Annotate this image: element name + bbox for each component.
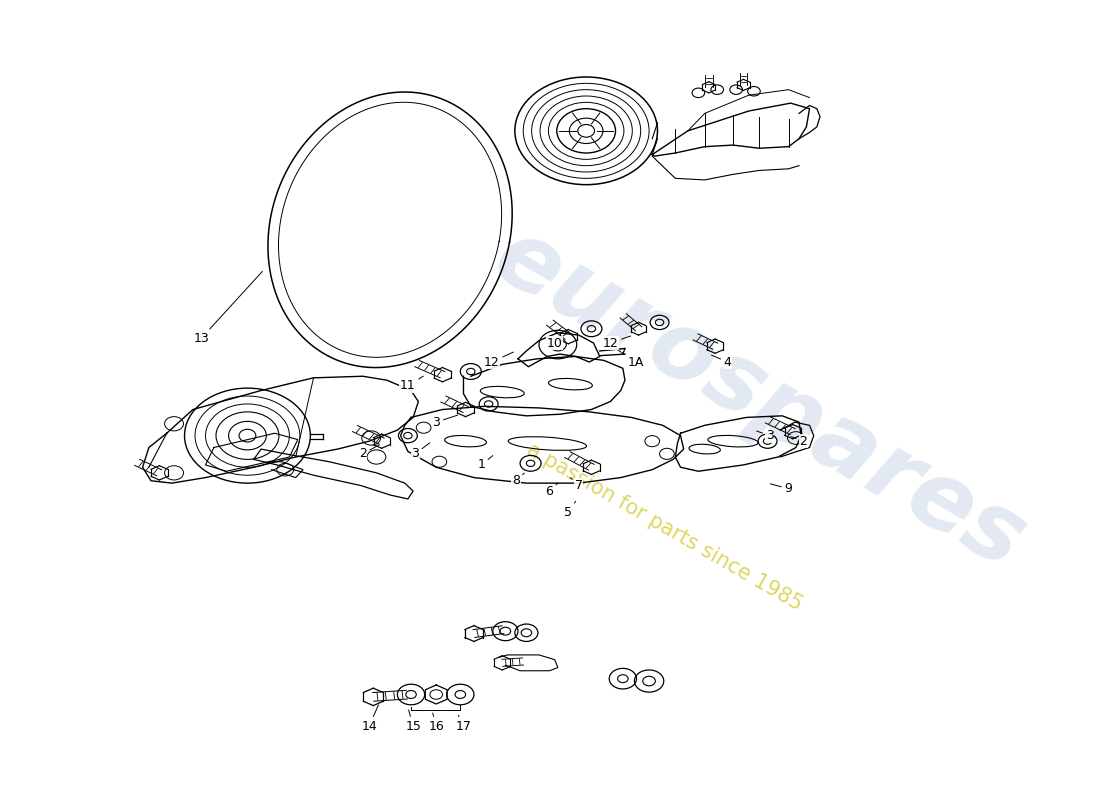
Text: 3: 3: [411, 443, 430, 460]
Text: 1A: 1A: [615, 348, 644, 369]
Text: 7: 7: [571, 478, 583, 492]
Text: 3: 3: [432, 415, 458, 429]
Text: eurospares: eurospares: [477, 210, 1041, 590]
Text: 17: 17: [455, 715, 472, 733]
Text: 12: 12: [484, 352, 514, 369]
Text: 2: 2: [359, 445, 380, 460]
Text: 6: 6: [546, 483, 558, 498]
Text: 1: 1: [477, 455, 493, 471]
Text: 13: 13: [194, 271, 263, 345]
Text: 16: 16: [428, 713, 444, 733]
Text: 14: 14: [361, 705, 378, 733]
Text: 2: 2: [791, 434, 807, 448]
Text: 11: 11: [400, 376, 424, 392]
Text: 10: 10: [547, 332, 567, 350]
Text: 9: 9: [770, 482, 792, 495]
Text: 5: 5: [564, 502, 575, 519]
Text: 15: 15: [405, 710, 421, 733]
Text: 4: 4: [712, 355, 732, 369]
Text: 3: 3: [757, 429, 773, 442]
Text: 12: 12: [603, 336, 630, 350]
Text: 8: 8: [512, 473, 525, 487]
Text: a passion for parts since 1985: a passion for parts since 1985: [524, 439, 806, 614]
